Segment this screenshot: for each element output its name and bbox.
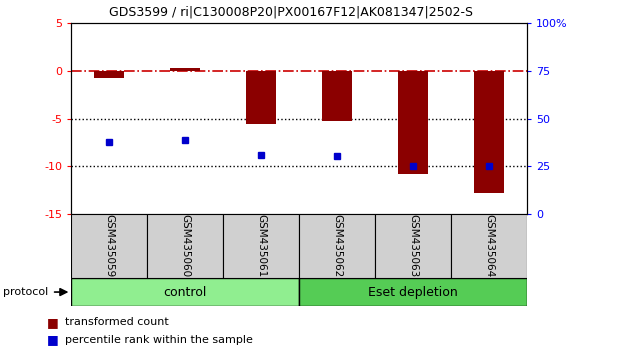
Bar (375, 214, 451, 278)
Text: GDS3599 / ri|C130008P20|PX00167F12|AK081347|2502-S: GDS3599 / ri|C130008P20|PX00167F12|AK081… (109, 5, 474, 18)
Bar (71, 278, 299, 306)
Text: protocol: protocol (3, 287, 48, 297)
Text: ■: ■ (46, 333, 58, 346)
Text: GSM435061: GSM435061 (256, 215, 266, 278)
Bar (474, 71, 504, 193)
Bar (299, 278, 527, 306)
Text: control: control (164, 286, 207, 298)
Bar (299, 214, 375, 278)
Text: GSM435064: GSM435064 (484, 215, 494, 278)
Bar (322, 71, 352, 121)
Text: Eset depletion: Eset depletion (368, 286, 458, 298)
Text: percentile rank within the sample: percentile rank within the sample (65, 335, 253, 345)
Text: GSM435059: GSM435059 (104, 215, 114, 278)
Bar (94, 71, 125, 79)
Bar (451, 214, 527, 278)
Bar (223, 214, 299, 278)
Bar (148, 214, 223, 278)
Bar (398, 71, 428, 174)
Text: ■: ■ (46, 316, 58, 329)
Bar (71, 214, 148, 278)
Text: GSM435063: GSM435063 (408, 215, 418, 278)
Bar (170, 68, 200, 71)
Text: GSM435062: GSM435062 (332, 215, 342, 278)
Bar (246, 71, 277, 124)
Text: transformed count: transformed count (65, 317, 169, 327)
Text: GSM435060: GSM435060 (180, 215, 190, 278)
